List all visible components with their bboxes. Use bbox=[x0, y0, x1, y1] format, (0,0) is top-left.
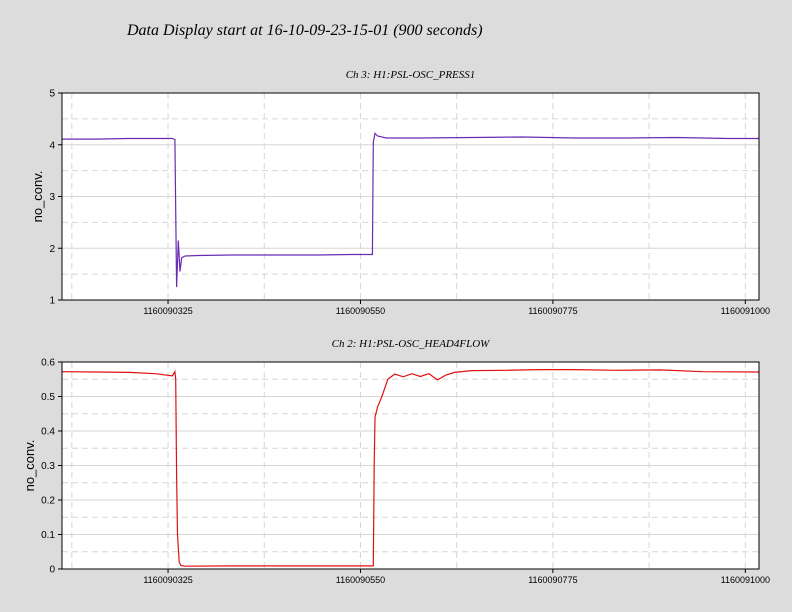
x-tick-label: 1160091000 bbox=[721, 306, 770, 316]
x-tick-label: 1160090325 bbox=[143, 575, 192, 585]
x-tick-label: 1160091000 bbox=[721, 575, 770, 585]
chart-title: Ch 2: H1:PSL-OSC_HEAD4FLOW bbox=[332, 338, 490, 350]
y-tick-label: 0.3 bbox=[41, 461, 55, 472]
y-tick-label: 3 bbox=[49, 192, 55, 203]
y-axis-label: no_conv. bbox=[30, 171, 45, 223]
y-tick-label: 0.1 bbox=[41, 530, 55, 541]
y-tick-label: 2 bbox=[49, 244, 55, 255]
y-tick-label: 4 bbox=[49, 140, 55, 151]
x-tick-label: 1160090550 bbox=[336, 306, 385, 316]
x-tick-label: 1160090325 bbox=[143, 306, 192, 316]
x-tick-label: 1160090775 bbox=[528, 306, 577, 316]
y-axis-label: no_conv. bbox=[22, 440, 37, 492]
y-tick-label: 0 bbox=[49, 565, 55, 576]
page-title: Data Display start at 16-10-09-23-15-01 … bbox=[127, 22, 483, 39]
series-line bbox=[61, 369, 760, 567]
y-tick-label: 5 bbox=[49, 89, 55, 100]
y-tick-label: 0.4 bbox=[41, 427, 55, 438]
y-tick-label: 0.2 bbox=[41, 496, 55, 507]
x-tick-label: 1160090550 bbox=[336, 575, 385, 585]
y-tick-label: 0.6 bbox=[41, 358, 55, 369]
chart-1: 1 2 3 4 5 1160090325 1160090550 1160090775 11600… bbox=[30, 69, 770, 316]
series-line bbox=[62, 132, 759, 288]
y-tick-label: 0.5 bbox=[41, 392, 55, 403]
y-tick-label: 1 bbox=[49, 296, 55, 307]
chart-title: Ch 3: H1:PSL-OSC_PRESS1 bbox=[346, 69, 476, 81]
x-tick-label: 1160090775 bbox=[528, 575, 577, 585]
chart-2: 0 0.1 0.2 0.3 0.4 0.5 0.6 1160090325 1160090550 1… bbox=[22, 338, 770, 585]
